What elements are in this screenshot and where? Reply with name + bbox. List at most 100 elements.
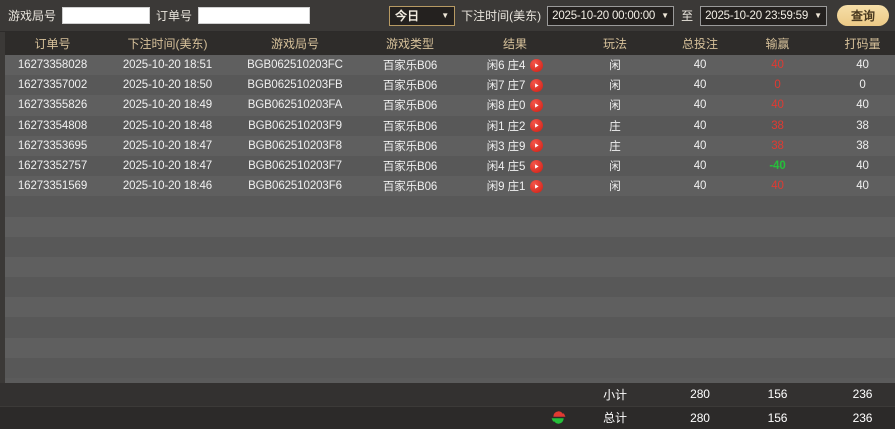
table-row[interactable]: 16273353695 2025-10-20 18:47 BGB062510203F… (0, 135, 895, 156)
cell-empty (0, 196, 105, 217)
table-row-empty (0, 256, 895, 278)
date-from-value: 2025-10-20 00:00:00 (552, 9, 656, 22)
cell-empty (740, 216, 815, 237)
subtotal-total-bet: 280 (660, 383, 740, 406)
cell-turnover: 40 (815, 176, 895, 197)
cell-game-type: 百家乐B06 (360, 95, 460, 116)
table-row[interactable]: 16273352757 2025-10-20 18:47 BGB062510203F… (0, 155, 895, 177)
column-header-4[interactable]: 结果 (460, 32, 570, 55)
cell-empty (360, 256, 460, 278)
cell-empty (460, 277, 570, 298)
grand-total-blank (0, 405, 460, 429)
date-to-value: 2025-10-20 23:59:59 (705, 9, 809, 22)
cell-empty (660, 317, 740, 338)
cell-bet-time: 2025-10-20 18:46 (105, 176, 230, 197)
cell-empty (660, 357, 740, 378)
cell-play: 庄 (570, 135, 660, 156)
filter-toolbar: 游戏局号 订单号 今日 ▼ 下注时间(美东) 2025-10-20 00:00:… (0, 0, 895, 32)
column-header-2[interactable]: 游戏局号 (230, 32, 360, 55)
cell-empty (360, 297, 460, 318)
cell-play: 庄 (570, 115, 660, 136)
result-text: 闲1 庄2 (486, 120, 526, 133)
result-value: 闲8 庄0 (487, 97, 544, 113)
cell-total-bet: 40 (660, 55, 740, 76)
result-value: 闲3 庄9 (487, 138, 544, 154)
play-triangle-icon[interactable] (530, 78, 544, 92)
chevron-down-icon: ▼ (441, 10, 450, 20)
order-no-input[interactable] (198, 7, 311, 24)
cell-empty (815, 337, 895, 358)
refresh-icon-cell[interactable] (460, 405, 570, 429)
cell-game-round: BGB062510203FB (230, 75, 360, 96)
cell-game-round: BGB062510203F9 (230, 115, 360, 136)
cell-result: 闲8 庄0 (460, 95, 570, 116)
column-header-5[interactable]: 玩法 (570, 32, 660, 55)
game-round-input[interactable] (62, 7, 151, 24)
column-header-1[interactable]: 下注时间(美东) (105, 32, 230, 55)
cell-empty (815, 317, 895, 338)
table-row-empty (0, 196, 895, 217)
date-to-picker[interactable]: 2025-10-20 23:59:59 ▼ (700, 5, 827, 26)
cell-play: 闲 (570, 55, 660, 76)
period-select[interactable]: 今日 ▼ (389, 5, 456, 26)
cell-empty (0, 317, 105, 338)
cell-total-bet: 40 (660, 95, 740, 116)
table-row[interactable]: 16273351569 2025-10-20 18:46 BGB062510203F… (0, 176, 895, 197)
table-row[interactable]: 16273354808 2025-10-20 18:48 BGB062510203F… (0, 115, 895, 136)
refresh-icon[interactable] (551, 410, 566, 425)
subtotal-turnover: 236 (815, 383, 895, 406)
play-triangle-icon[interactable] (530, 98, 544, 112)
column-header-6[interactable]: 总投注 (660, 32, 740, 55)
play-triangle-icon[interactable] (530, 58, 544, 72)
cell-play: 闲 (570, 95, 660, 116)
cell-empty (105, 337, 230, 358)
play-triangle-icon[interactable] (530, 139, 544, 153)
play-triangle-icon[interactable] (530, 119, 544, 133)
grand-total-row: 总计 280 156 236 (0, 405, 895, 429)
cell-game-round: BGB062510203FA (230, 95, 360, 116)
cell-empty (740, 357, 815, 378)
result-value: 闲4 庄5 (487, 158, 544, 174)
cell-result: 闲3 庄9 (460, 135, 570, 156)
cell-empty (815, 236, 895, 257)
play-triangle-icon[interactable] (530, 159, 544, 173)
cell-empty (570, 256, 660, 278)
cell-empty (230, 317, 360, 338)
result-text: 闲6 庄4 (486, 60, 526, 73)
column-header-3[interactable]: 游戏类型 (360, 32, 460, 55)
cell-game-round: BGB062510203F8 (230, 135, 360, 156)
cell-empty (360, 196, 460, 217)
column-header-7[interactable]: 输赢 (740, 32, 815, 55)
cell-empty (815, 256, 895, 278)
grand-total-total-bet: 280 (660, 405, 740, 429)
cell-empty (815, 277, 895, 298)
between-label: 至 (681, 9, 694, 23)
date-from-picker[interactable]: 2025-10-20 00:00:00 ▼ (547, 5, 675, 26)
cell-empty (230, 297, 360, 318)
cell-result: 闲1 庄2 (460, 115, 570, 136)
query-button[interactable]: 查询 (837, 5, 889, 26)
cell-result: 闲7 庄7 (460, 75, 570, 96)
cell-empty (0, 216, 105, 237)
cell-empty (105, 236, 230, 257)
table-row-empty (0, 337, 895, 358)
cell-empty (460, 297, 570, 318)
cell-bet-time: 2025-10-20 18:47 (105, 135, 230, 156)
column-header-8[interactable]: 打码量 (815, 32, 895, 55)
cell-empty (360, 357, 460, 378)
result-value: 闲7 庄7 (487, 77, 544, 93)
cell-empty (740, 297, 815, 318)
chevron-down-icon: ▼ (661, 10, 670, 20)
cell-empty (105, 297, 230, 318)
cell-empty (740, 277, 815, 298)
cell-empty (0, 297, 105, 318)
table-row[interactable]: 16273358028 2025-10-20 18:51 BGB062510203F… (0, 55, 895, 76)
table-row[interactable]: 16273357002 2025-10-20 18:50 BGB062510203F… (0, 75, 895, 96)
play-triangle-icon[interactable] (530, 179, 544, 193)
column-header-0[interactable]: 订单号 (0, 32, 105, 55)
footer-table: 小计 280 156 236 (0, 383, 895, 429)
table-row[interactable]: 16273355826 2025-10-20 18:49 BGB062510203F… (0, 95, 895, 116)
cell-empty (570, 317, 660, 338)
